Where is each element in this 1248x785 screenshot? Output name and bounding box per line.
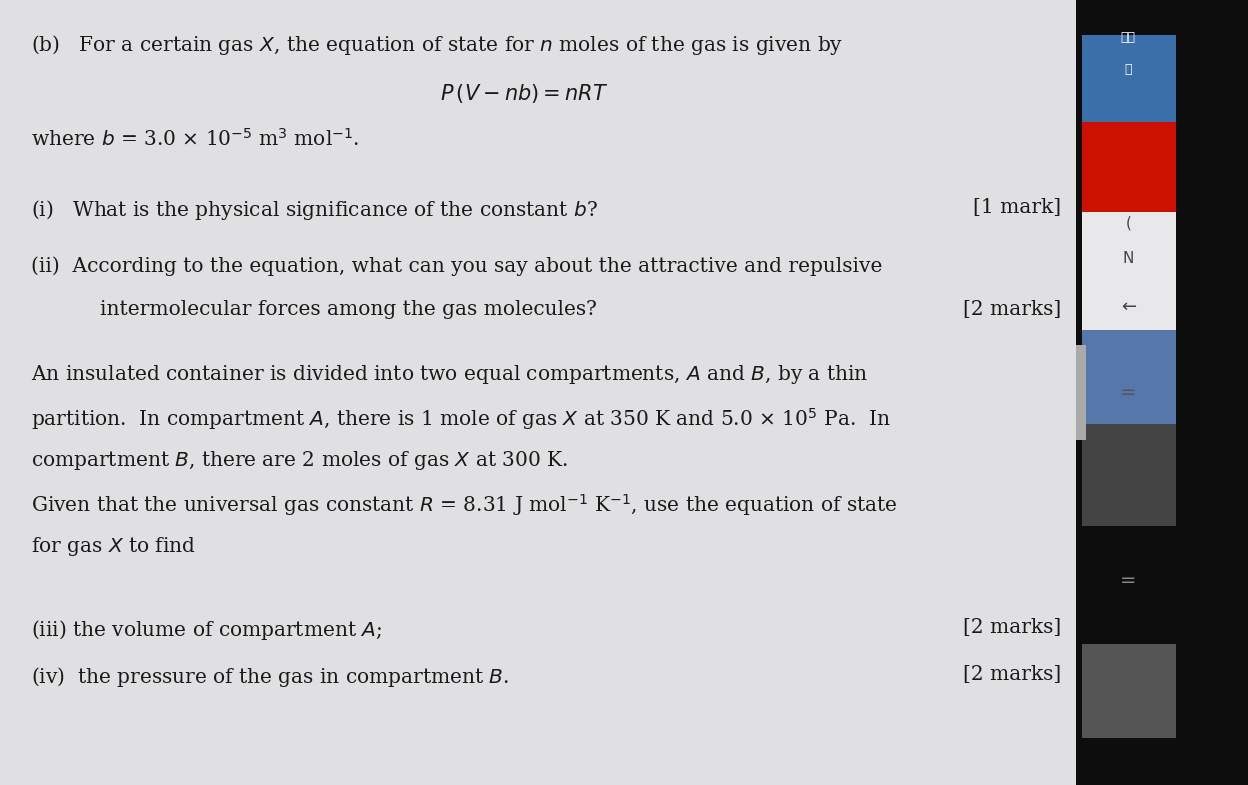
Text: (ii)  According to the equation, what can you say about the attractive and repul: (ii) According to the equation, what can… bbox=[31, 257, 882, 276]
FancyBboxPatch shape bbox=[1082, 424, 1176, 526]
FancyBboxPatch shape bbox=[1082, 330, 1176, 424]
Text: for gas $X$ to find: for gas $X$ to find bbox=[31, 535, 196, 558]
Text: (i)   What is the physical significance of the constant $b$?: (i) What is the physical significance of… bbox=[31, 198, 598, 222]
Text: (iv)  the pressure of the gas in compartment $B$.: (iv) the pressure of the gas in compartm… bbox=[31, 665, 509, 689]
Text: [1 mark]: [1 mark] bbox=[972, 198, 1061, 217]
Text: 虫: 虫 bbox=[1124, 63, 1132, 76]
Text: =: = bbox=[1119, 383, 1137, 402]
Text: (iii) the volume of compartment $A$;: (iii) the volume of compartment $A$; bbox=[31, 618, 382, 642]
Text: (b)   For a certain gas $X$, the equation of state for $n$ moles of the gas is g: (b) For a certain gas $X$, the equation … bbox=[31, 33, 844, 57]
Text: intermolecular forces among the gas molecules?: intermolecular forces among the gas mole… bbox=[100, 300, 597, 319]
FancyBboxPatch shape bbox=[1082, 644, 1176, 738]
Text: Given that the universal gas constant $R$ = 8.31 J mol$^{-1}$ K$^{-1}$, use the : Given that the universal gas constant $R… bbox=[31, 492, 897, 518]
Text: [2 marks]: [2 marks] bbox=[962, 300, 1061, 319]
Text: [2 marks]: [2 marks] bbox=[962, 665, 1061, 684]
Text: compartment $B$, there are 2 moles of gas $X$ at 300 K.: compartment $B$, there are 2 moles of ga… bbox=[31, 449, 568, 472]
FancyBboxPatch shape bbox=[1076, 0, 1248, 785]
Text: (: ( bbox=[1126, 216, 1131, 231]
FancyBboxPatch shape bbox=[1082, 35, 1176, 122]
Text: partition.  In compartment $A$, there is 1 mole of gas $X$ at 350 K and 5.0 $\ti: partition. In compartment $A$, there is … bbox=[31, 406, 891, 432]
Text: An insulated container is divided into two equal compartments, $A$ and $B$, by a: An insulated container is divided into t… bbox=[31, 363, 869, 385]
Text: 日光: 日光 bbox=[1121, 31, 1136, 45]
FancyBboxPatch shape bbox=[1076, 345, 1086, 440]
Text: ←: ← bbox=[1121, 298, 1136, 316]
Text: N: N bbox=[1122, 251, 1134, 266]
Text: $P\,(V - nb) = nRT$: $P\,(V - nb) = nRT$ bbox=[441, 82, 608, 105]
FancyBboxPatch shape bbox=[1082, 122, 1176, 212]
Text: where $b$ = 3.0 $\times$ 10$^{-5}$ m$^3$ mol$^{-1}$.: where $b$ = 3.0 $\times$ 10$^{-5}$ m$^3$… bbox=[31, 128, 359, 150]
FancyBboxPatch shape bbox=[1082, 212, 1176, 487]
Text: [2 marks]: [2 marks] bbox=[962, 618, 1061, 637]
Text: =: = bbox=[1119, 571, 1137, 590]
